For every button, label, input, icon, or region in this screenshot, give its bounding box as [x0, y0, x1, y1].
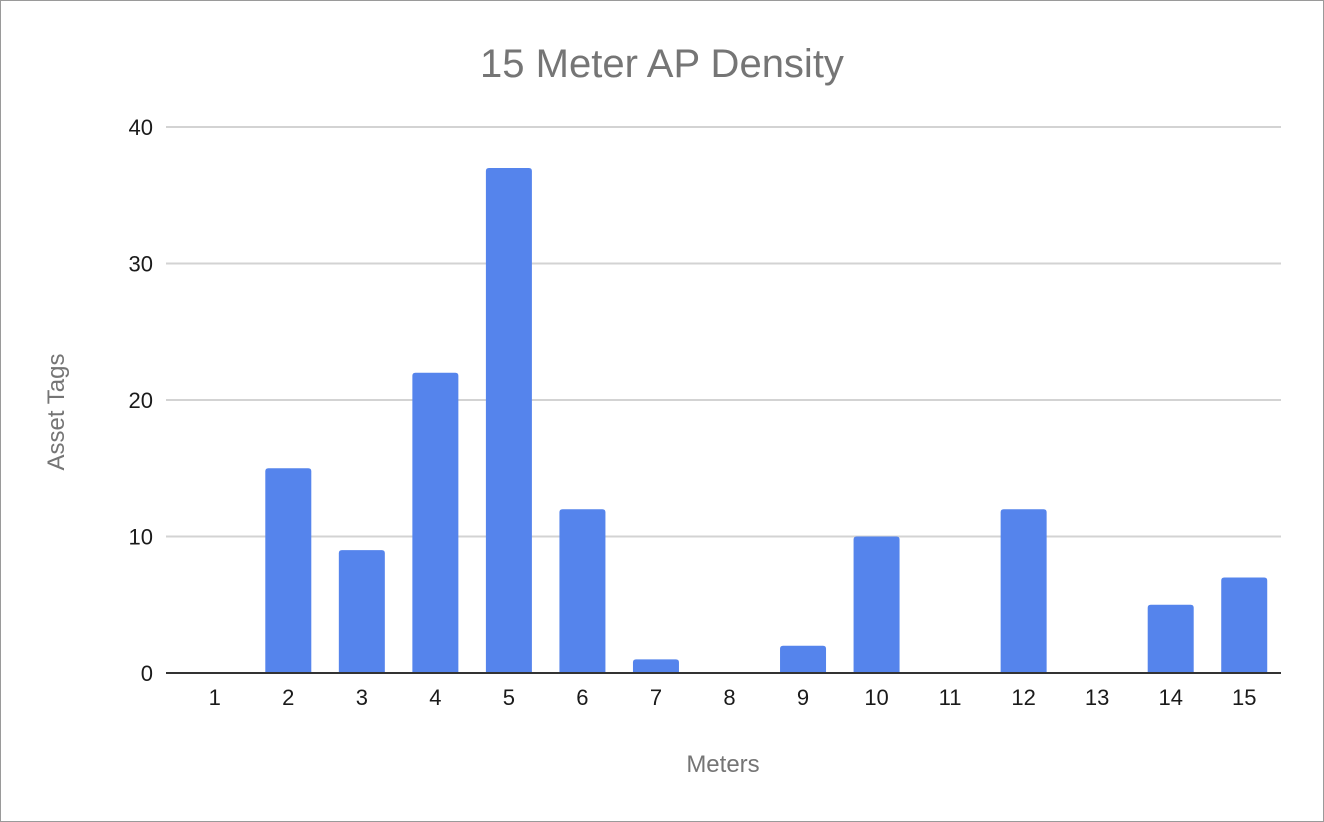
y-axis-title: Asset Tags	[43, 354, 70, 471]
y-tick-label: 0	[141, 661, 153, 686]
y-tick-label: 10	[129, 525, 153, 550]
y-tick-label: 30	[129, 252, 153, 277]
y-axis-ticks: 0 10 20 30 40	[129, 115, 153, 686]
bars	[265, 167, 1268, 673]
y-tick-label: 40	[129, 115, 153, 140]
bar-5	[485, 167, 532, 673]
x-tick-label: 7	[650, 685, 662, 710]
x-tick-label: 1	[209, 685, 221, 710]
x-axis-ticks: 1 2 3 4 5 6 7 8 9 10 11 12 13 14 15	[209, 685, 1257, 710]
bar-4	[412, 372, 459, 673]
x-tick-label: 3	[356, 685, 368, 710]
bar-9	[780, 645, 827, 673]
x-tick-label: 10	[864, 685, 888, 710]
x-tick-label: 11	[939, 685, 962, 710]
bar-6	[559, 509, 606, 673]
bar-3	[338, 550, 385, 673]
bar-15	[1221, 577, 1268, 673]
bar-2	[265, 468, 312, 673]
gridlines	[166, 126, 1281, 538]
x-tick-label: 12	[1011, 685, 1035, 710]
x-tick-label: 15	[1232, 685, 1256, 710]
bar-7	[632, 659, 679, 673]
x-tick-label: 4	[429, 685, 441, 710]
x-tick-label: 14	[1158, 685, 1182, 710]
x-tick-label: 5	[503, 685, 515, 710]
bar-12	[1000, 509, 1047, 673]
x-tick-label: 13	[1085, 685, 1109, 710]
chart-title: 15 Meter AP Density	[480, 42, 844, 86]
bar-14	[1147, 604, 1194, 673]
y-tick-label: 20	[129, 388, 153, 413]
bar-10	[853, 536, 900, 673]
x-tick-label: 9	[797, 685, 809, 710]
x-tick-label: 6	[576, 685, 588, 710]
x-axis-title: Meters	[686, 751, 759, 778]
x-tick-label: 2	[282, 685, 294, 710]
x-tick-label: 8	[723, 685, 735, 710]
